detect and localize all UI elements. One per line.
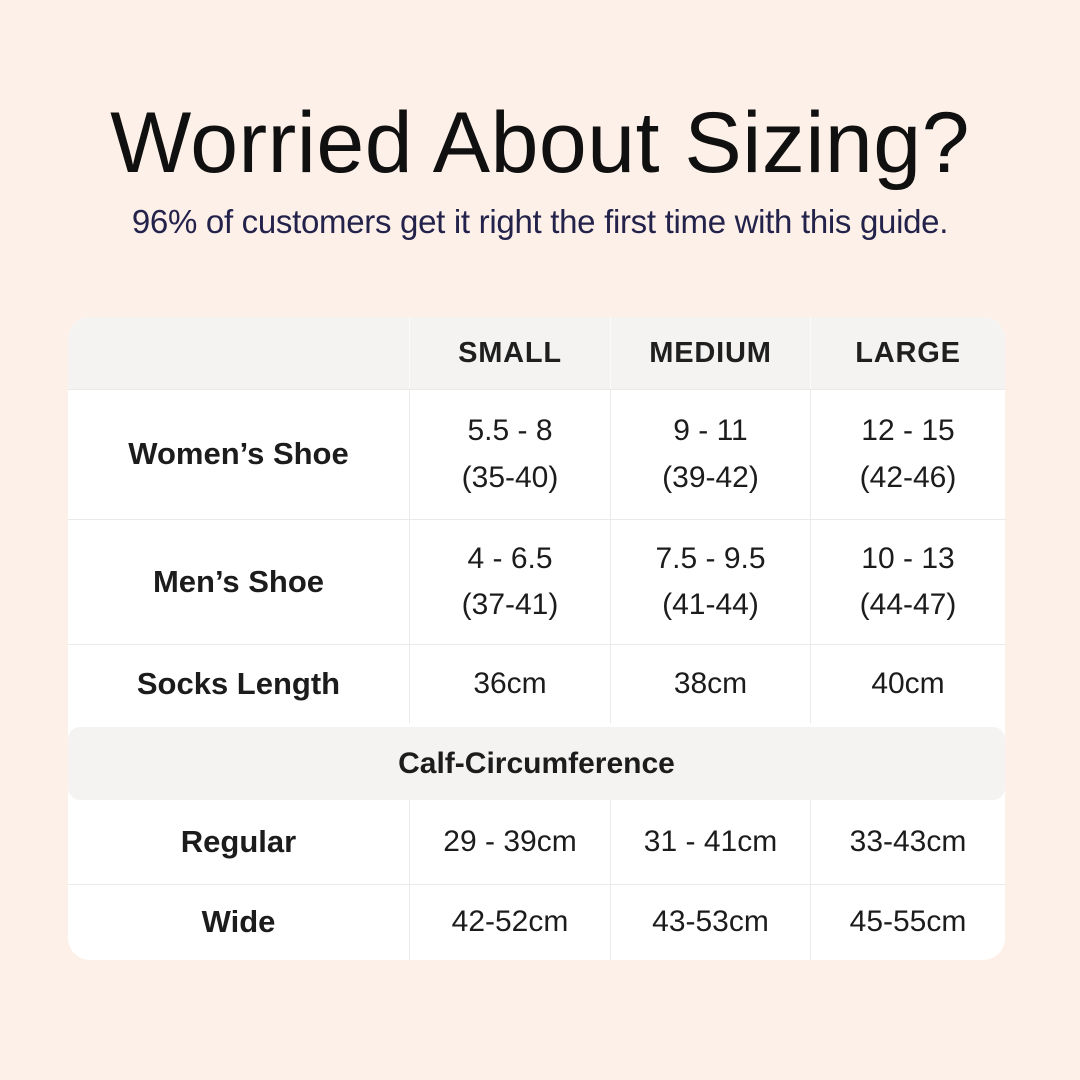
- cell-value: 45-55cm: [810, 885, 1005, 960]
- row-label: Regular: [180, 823, 297, 859]
- cell-value: 5.5 - 8 (35-40): [409, 390, 610, 519]
- row-label: Men’s Shoe: [152, 563, 325, 599]
- table-row-wide: Wide 42-52cm 43-53cm 45-55cm: [68, 885, 1005, 960]
- cell-value: 7.5 - 9.5 (41-44): [610, 520, 810, 644]
- cell-value: 33-43cm: [810, 800, 1005, 884]
- cell-value: 40cm: [810, 645, 1005, 723]
- size-guide-table: SMALL MEDIUM LARGE Women’s Shoe 5.5 - 8 …: [68, 317, 1005, 960]
- col-header-medium: MEDIUM: [610, 317, 810, 389]
- table-row-womens-shoe: Women’s Shoe 5.5 - 8 (35-40) 9 - 11 (39-…: [68, 390, 1005, 520]
- col-header-large: LARGE: [810, 317, 1005, 389]
- cell-value: 4 - 6.5 (37-41): [409, 520, 610, 644]
- table-row-socks-length: Socks Length 36cm 38cm 40cm: [68, 645, 1005, 723]
- row-label: Wide: [201, 904, 276, 940]
- cell-value: 31 - 41cm: [610, 800, 810, 884]
- cell-value: 12 - 15 (42-46): [810, 390, 1005, 519]
- cell-value: 42-52cm: [409, 885, 610, 960]
- cell-value: 9 - 11 (39-42): [610, 390, 810, 519]
- col-header-empty: [68, 317, 409, 389]
- cell-value: 43-53cm: [610, 885, 810, 960]
- row-label: Women’s Shoe: [128, 436, 349, 472]
- cell-value: 29 - 39cm: [409, 800, 610, 884]
- page-header: Worried About Sizing? 96% of customers g…: [0, 96, 1080, 241]
- table-header-row: SMALL MEDIUM LARGE: [68, 317, 1005, 390]
- table-row-regular: Regular 29 - 39cm 31 - 41cm 33-43cm: [68, 800, 1005, 885]
- table-row-mens-shoe: Men’s Shoe 4 - 6.5 (37-41) 7.5 - 9.5 (41…: [68, 520, 1005, 645]
- page-subtitle: 96% of customers get it right the first …: [131, 202, 949, 240]
- col-header-small: SMALL: [409, 317, 610, 389]
- section-header-calf-circumference: Calf-Circumference: [68, 727, 1005, 800]
- row-label: Socks Length: [136, 665, 341, 701]
- cell-value: 36cm: [409, 645, 610, 723]
- cell-value: 38cm: [610, 645, 810, 723]
- page-title: Worried About Sizing?: [110, 95, 970, 191]
- cell-value: 10 - 13 (44-47): [810, 520, 1005, 644]
